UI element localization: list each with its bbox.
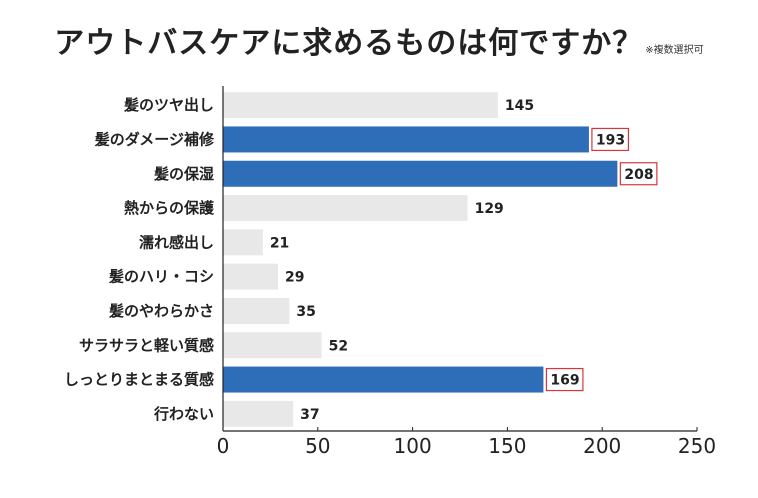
x-tick-label: 250 xyxy=(678,434,716,458)
x-tick-label: 200 xyxy=(583,434,621,458)
category-label: 髪のハリ・コシ xyxy=(108,268,214,286)
category-label: 髪のツヤ出し xyxy=(123,96,214,114)
bar xyxy=(223,263,278,290)
bar xyxy=(223,366,544,393)
bar xyxy=(223,297,290,324)
category-label: 髪の保湿 xyxy=(153,165,214,183)
chart-note: ※複数選択可 xyxy=(645,45,704,56)
value-label: 208 xyxy=(624,167,653,183)
bar xyxy=(223,92,498,119)
category-label: しっとりまとまる質感 xyxy=(64,371,214,389)
bar xyxy=(223,400,294,427)
value-label: 169 xyxy=(550,373,579,389)
value-label: 21 xyxy=(270,235,289,251)
value-label: 193 xyxy=(596,132,625,148)
x-tick-label: 150 xyxy=(488,434,526,458)
value-label: 35 xyxy=(296,304,315,320)
value-label-box xyxy=(619,162,658,186)
bar xyxy=(223,126,589,153)
value-label: 37 xyxy=(300,407,319,423)
bar xyxy=(223,332,322,359)
chart-title-wrap: アウトバスケアに求めるものは何ですか？ ※複数選択可 xyxy=(0,18,758,62)
category-label: 髪のダメージ補修 xyxy=(94,130,215,148)
chart-title: アウトバスケアに求めるものは何ですか？ xyxy=(54,26,644,61)
value-label: 129 xyxy=(475,201,504,217)
bar xyxy=(223,160,618,187)
x-tick-label: 100 xyxy=(394,434,432,458)
value-label: 52 xyxy=(329,338,348,354)
category-label: 熱からの保護 xyxy=(124,199,215,217)
value-label: 145 xyxy=(505,98,534,114)
category-label: 髪のやわらかさ xyxy=(108,302,214,320)
bar xyxy=(223,195,468,222)
x-tick-label: 50 xyxy=(305,434,330,458)
bar xyxy=(223,229,263,256)
value-label-box xyxy=(591,127,630,152)
category-label: 濡れ感出し xyxy=(139,233,214,251)
category-label: 行わない xyxy=(153,405,214,423)
value-label: 29 xyxy=(285,270,304,286)
value-label-box xyxy=(545,367,584,392)
category-label: サラサラと軽い質感 xyxy=(79,336,214,354)
x-tick-label: 0 xyxy=(217,434,230,458)
